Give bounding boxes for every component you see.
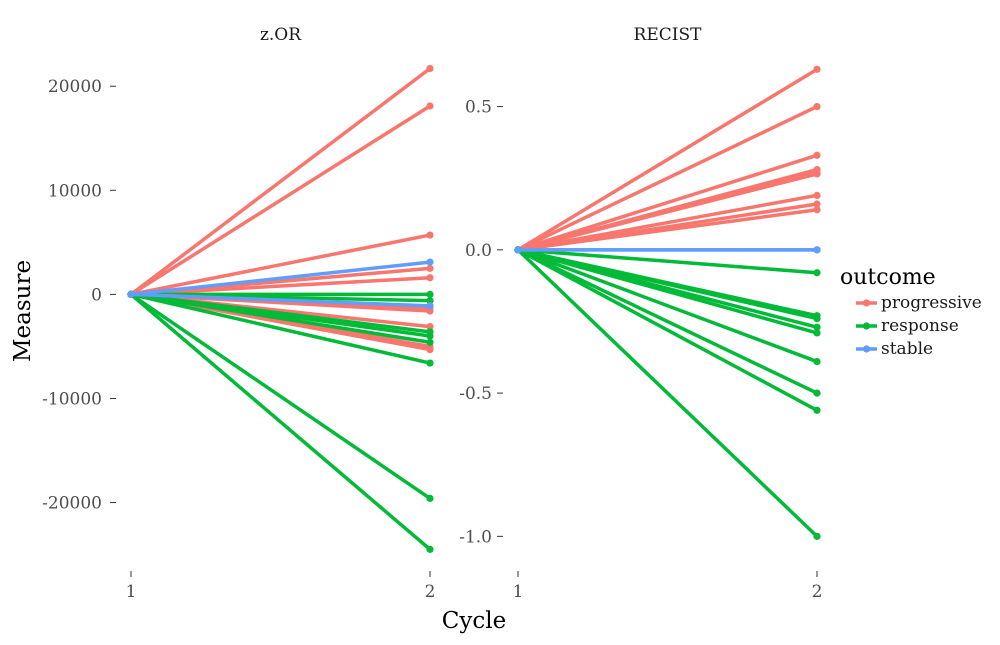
data-point [813, 357, 821, 366]
data-point [426, 338, 434, 346]
data-point [813, 191, 821, 199]
data-point [813, 269, 821, 277]
data-point [426, 359, 434, 367]
data-point [426, 258, 434, 266]
data-point [514, 246, 522, 254]
series-line [517, 207, 818, 252]
x-tick-label: 2 [425, 582, 436, 602]
data-point [426, 494, 434, 502]
data-point [813, 329, 821, 337]
data-point [426, 323, 434, 331]
data-point [426, 545, 434, 553]
series-line [517, 104, 818, 252]
legend-item-response: response [856, 316, 959, 336]
data-point [426, 64, 434, 73]
data-point [813, 246, 821, 254]
series-line [517, 153, 818, 252]
series-line [130, 292, 431, 365]
data-point [813, 151, 821, 159]
y-tick-label: 20000 [48, 77, 102, 97]
legend-item-progressive: progressive [856, 293, 982, 313]
series-progressive [127, 102, 434, 298]
data-point [813, 323, 821, 331]
data-point [426, 332, 434, 340]
data-point [813, 314, 821, 323]
data-point [426, 345, 434, 354]
x-tick-label: 1 [513, 582, 524, 602]
y-tick-label: -20000 [42, 494, 102, 514]
legend-key-point [862, 322, 871, 330]
data-point [426, 231, 434, 239]
data-point [426, 302, 434, 310]
x-tick-label: 2 [812, 582, 823, 602]
data-point [426, 274, 434, 282]
panels-layer: z.OR 20000 10000 0 -10000 -20000 1 2 RECIST 0.5 0.… [42, 25, 822, 602]
series-response [514, 246, 821, 414]
data-point [813, 200, 821, 208]
data-point [426, 297, 434, 305]
series-line [517, 248, 818, 364]
data-point [426, 307, 434, 315]
data-point [813, 102, 821, 111]
series-line [517, 248, 818, 412]
series-line [517, 248, 818, 395]
y-tick-label: 0 [91, 285, 102, 305]
series-line [130, 275, 431, 297]
panel-z-or: z.OR 20000 10000 0 -10000 -20000 1 2 [42, 25, 435, 602]
data-point [813, 170, 821, 178]
series-line [129, 67, 432, 296]
data-point [127, 290, 135, 298]
series-line [130, 292, 431, 308]
series-line [517, 172, 818, 252]
data-point [426, 102, 434, 110]
legend-item-stable: stable [856, 339, 933, 359]
y-tick-label: -0.5 [459, 384, 492, 404]
y-tick-label: 10000 [48, 181, 102, 201]
series-line [130, 233, 431, 297]
y-tick-label: -10000 [42, 389, 102, 409]
series-line [130, 292, 431, 344]
series-stable [514, 246, 821, 254]
data-point [813, 532, 821, 540]
panel-title: z.OR [260, 25, 302, 45]
series-line [516, 248, 819, 538]
legend-key-point [862, 299, 871, 307]
series-progressive [127, 231, 434, 298]
series-line [517, 67, 818, 252]
series-line [130, 292, 431, 500]
legend-label: response [881, 316, 959, 336]
series-line [130, 260, 431, 297]
series-line [517, 248, 818, 275]
series-line [130, 104, 431, 296]
legend: outcome progressive response stable [840, 265, 982, 359]
legend-label: progressive [881, 293, 982, 313]
data-point [813, 406, 821, 414]
series-line [129, 293, 432, 551]
y-tick-label: 0.0 [465, 241, 492, 261]
data-point [813, 206, 821, 214]
legend-label: stable [881, 339, 933, 359]
data-point [426, 264, 434, 272]
y-tick-label: 0.5 [465, 98, 492, 118]
y-tick-label: -1.0 [459, 527, 492, 547]
y-axis-title: Measure [10, 260, 36, 362]
series-stable [127, 290, 434, 310]
legend-title: outcome [840, 265, 936, 290]
x-axis-title: Cycle [442, 608, 506, 634]
data-point [813, 389, 821, 397]
series-line [517, 248, 818, 335]
data-point [813, 65, 821, 73]
data-point [426, 290, 434, 298]
x-tick-label: 1 [126, 582, 137, 602]
legend-key-point [862, 345, 871, 353]
panel-recist: RECIST 0.5 0.0 -0.5 -1.0 1 2 [459, 25, 822, 602]
panel-title: RECIST [634, 25, 703, 45]
